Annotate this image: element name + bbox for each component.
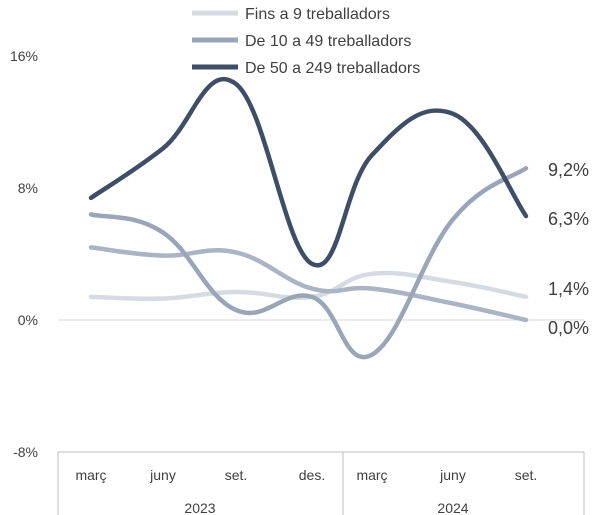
x-tick-label: març [356,467,387,483]
x-tick-label: set. [515,467,538,483]
end-value-label: 1,4% [548,279,589,299]
x-tick-label: juny [439,467,466,483]
x-year-label: 2023 [184,500,215,515]
y-tick-label: -8% [13,444,38,460]
end-value-label: 6,3% [548,209,589,229]
end-labels: 1,4% 9,2% 6,3% 0,0% [548,160,589,338]
x-tick-label: set. [225,467,248,483]
x-axis: març juny set. des. març juny set. 2023 2024 [57,319,585,515]
y-tick-label: 8% [18,180,38,196]
legend-label: De 50 a 249 treballadors [245,60,420,77]
legend-label: De 10 a 49 treballadors [245,33,411,50]
legend-label: Fins a 9 treballadors [245,6,390,23]
series-line [88,76,529,268]
x-tick-label: març [75,467,106,483]
end-value-label: 0,0% [548,318,589,338]
x-year-label: 2024 [437,500,468,515]
y-tick-label: 16% [10,48,38,64]
x-tick-label: juny [149,467,176,483]
chart-legend: Fins a 9 treballadors De 10 a 49 treballa… [192,6,420,77]
y-tick-label: 0% [18,312,38,328]
series-line [88,245,529,323]
y-axis: 16% 8% 0% -8% [10,48,38,460]
series-line [88,165,529,360]
end-value-label: 9,2% [548,160,589,180]
x-tick-label: des. [299,467,325,483]
series-group [88,76,529,360]
